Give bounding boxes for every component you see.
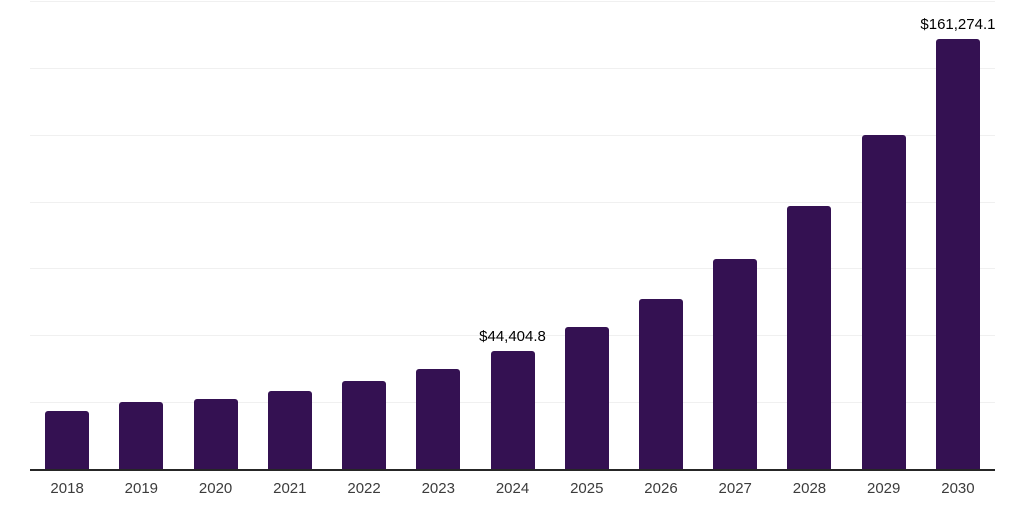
x-axis-label-2030: 2030 [941,480,975,497]
x-axis-label-2027: 2027 [718,480,752,497]
bar-2020 [193,399,238,470]
plot-area: $44,404.8 $161,274.1 [30,1,996,470]
bar-slot-2021 [253,2,327,470]
bar-2018 [45,411,90,470]
x-axis-label-2025: 2025 [570,480,604,497]
bar-2026 [638,299,683,470]
bar-slot-2019 [104,2,178,470]
gridline-100000 [30,201,995,203]
bar-2030 [935,38,980,470]
bar-slot-2023 [401,2,475,470]
bar-2021 [267,391,312,470]
bar-slot-2025 [550,2,624,470]
gridline-125000 [30,134,995,136]
bar-value-label-2024: $44,404.8 [479,328,546,346]
x-axis-labels: 2018 2019 2020 2021 2022 2023 2024 2025 2026 2027… [30,481,995,496]
gridline-175000 [30,1,995,2]
x-axis-label-2020: 2020 [198,480,233,497]
gridline-50000 [30,335,995,337]
bar-slot-2030: $161,274.1 [920,2,996,470]
bar-2028 [787,206,832,470]
bar-2019 [119,402,164,470]
bar-2029 [861,135,906,470]
x-axis-label-2029: 2029 [867,480,901,497]
x-axis-label-2028: 2028 [792,480,827,497]
bar-slot-2022 [327,2,401,470]
x-axis-label-2019: 2019 [124,480,159,497]
gridline-75000 [30,268,995,270]
bar-value-label-2030: $161,274.1 [920,15,996,33]
bar-2022 [342,381,387,470]
x-axis-label-2018: 2018 [50,480,84,497]
x-axis-label-2022: 2022 [347,480,381,497]
bar-2027 [713,259,758,470]
bar-slot-2028 [772,2,846,470]
bar-2024 [490,351,535,470]
bar-slot-2029 [847,2,921,470]
bar-slot-2024: $44,404.8 [475,2,549,470]
x-axis-label-2021: 2021 [273,480,307,497]
gridline-150000 [30,67,995,69]
bar-slot-2018 [30,2,104,470]
x-axis-label-2024: 2024 [495,480,530,497]
bar-2023 [416,369,461,470]
bar-slot-2026 [624,2,698,470]
x-axis-line [30,469,995,471]
bar-slot-2020 [178,2,252,470]
x-axis-label-2026: 2026 [644,480,678,497]
x-axis-label-2023: 2023 [421,480,455,497]
bar-2025 [564,327,609,470]
bar-slot-2027 [698,2,772,470]
